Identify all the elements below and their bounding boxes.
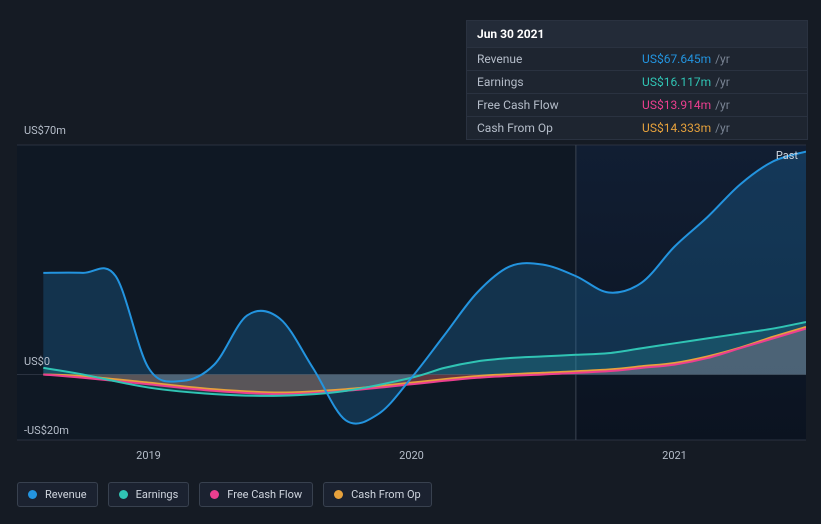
data-tooltip: Jun 30 2021 RevenueUS$67.645m/yrEarnings… — [466, 20, 808, 140]
tooltip-row: EarningsUS$16.117m/yr — [467, 71, 807, 94]
legend-label: Free Cash Flow — [227, 488, 302, 501]
x-axis-label: 2021 — [662, 449, 687, 462]
x-axis-label: 2019 — [136, 449, 161, 462]
legend-swatch — [28, 490, 37, 499]
y-axis-label: US$0 — [24, 355, 50, 368]
legend-item-free-cash-flow[interactable]: Free Cash Flow — [199, 482, 313, 507]
tooltip-metric-label: Cash From Op — [467, 117, 632, 140]
y-axis-label: US$70m — [24, 124, 66, 137]
tooltip-row: Cash From OpUS$14.333m/yr — [467, 117, 807, 140]
tooltip-table: RevenueUS$67.645m/yrEarningsUS$16.117m/y… — [467, 48, 807, 139]
y-axis-label: -US$20m — [24, 424, 69, 437]
tooltip-metric-label: Revenue — [467, 48, 632, 71]
past-label: Past — [776, 149, 798, 162]
legend-label: Earnings — [136, 488, 179, 501]
tooltip-metric-value: US$16.117m/yr — [632, 71, 807, 94]
legend-label: Cash From Op — [351, 488, 421, 501]
tooltip-date: Jun 30 2021 — [467, 21, 807, 48]
tooltip-metric-value: US$14.333m/yr — [632, 117, 807, 140]
legend-item-earnings[interactable]: Earnings — [108, 482, 190, 507]
legend-item-cash-from-op[interactable]: Cash From Op — [323, 482, 432, 507]
legend-label: Revenue — [45, 488, 87, 501]
legend: Revenue Earnings Free Cash Flow Cash From O… — [17, 482, 432, 507]
tooltip-metric-value: US$67.645m/yr — [632, 48, 807, 71]
tooltip-row: Free Cash FlowUS$13.914m/yr — [467, 94, 807, 117]
legend-swatch — [334, 490, 343, 499]
tooltip-row: RevenueUS$67.645m/yr — [467, 48, 807, 71]
tooltip-metric-value: US$13.914m/yr — [632, 94, 807, 117]
tooltip-metric-label: Earnings — [467, 71, 632, 94]
x-axis-label: 2020 — [399, 449, 424, 462]
legend-swatch — [210, 490, 219, 499]
financial-chart-panel: Jun 30 2021 RevenueUS$67.645m/yrEarnings… — [0, 0, 821, 524]
legend-swatch — [119, 490, 128, 499]
legend-item-revenue[interactable]: Revenue — [17, 482, 98, 507]
tooltip-metric-label: Free Cash Flow — [467, 94, 632, 117]
